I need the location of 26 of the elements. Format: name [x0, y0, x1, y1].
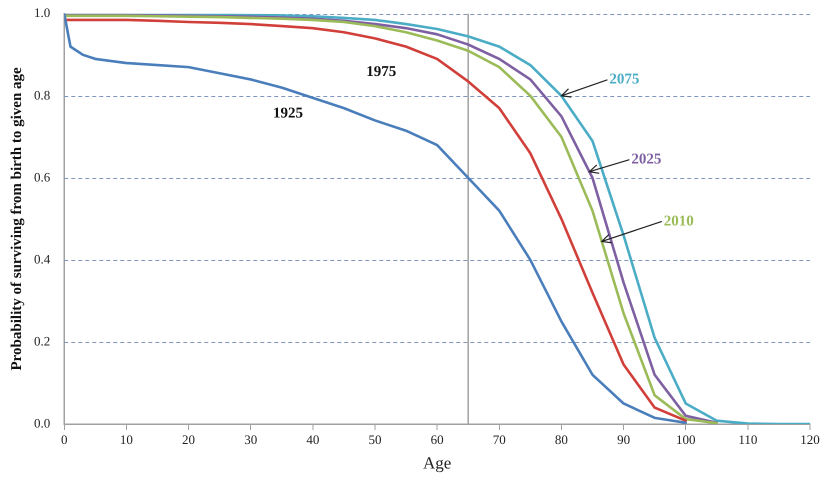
y-tick-label: 0.6: [34, 169, 51, 184]
y-tick-label: 0.0: [34, 415, 50, 430]
series-label: 1975: [366, 64, 396, 80]
y-tick-label: 0.4: [34, 251, 51, 266]
text: 2025: [631, 152, 662, 168]
y-tick-label: 1.0: [34, 5, 50, 20]
x-tick-label: 90: [617, 432, 630, 448]
x-tick-label: 30: [244, 432, 258, 448]
x-tick-label: 0: [61, 432, 68, 448]
x-tick-label: 80: [554, 432, 568, 448]
x-axis-title: Age: [422, 453, 452, 472]
x-tick-label: 40: [306, 432, 320, 448]
x-tick-label: 110: [738, 432, 758, 448]
x-tick-label: 120: [800, 432, 820, 448]
text: 2010: [664, 213, 694, 230]
x-tick-label: 10: [120, 432, 133, 448]
x-tick-label: 100: [676, 432, 696, 448]
y-tick-label: 0.2: [34, 333, 50, 348]
x-tick-label: 60: [430, 432, 444, 448]
series-label: 1925: [272, 106, 303, 122]
x-tick-label: 50: [368, 432, 382, 448]
x-tick-label: 20: [182, 432, 196, 448]
x-tick-label: 70: [492, 432, 506, 448]
text: 2075: [609, 72, 640, 88]
y-axis-title: Probability of surviving from birth to given age: [8, 66, 25, 370]
y-tick-label: 0.8: [34, 87, 50, 102]
